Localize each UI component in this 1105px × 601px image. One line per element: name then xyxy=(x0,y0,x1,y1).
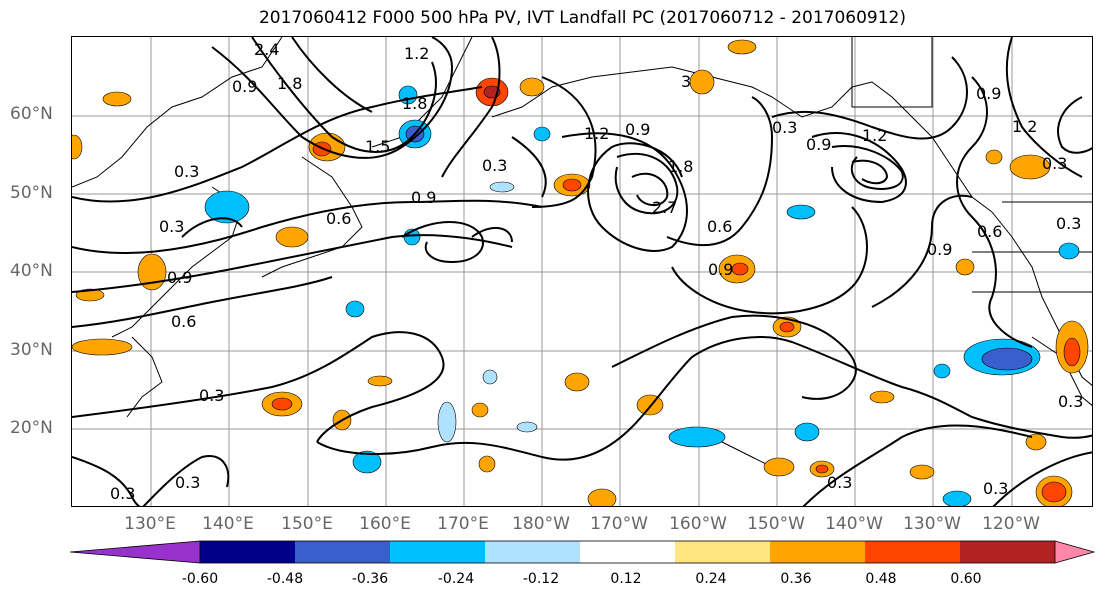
colorbar-segment xyxy=(770,541,866,563)
pv-anomaly-fills-negative xyxy=(204,85,1080,506)
pv-contours xyxy=(72,37,1092,506)
latitude-label: 40°N xyxy=(10,261,53,281)
colorbar-segment xyxy=(200,541,296,563)
contour-label: 0.3 xyxy=(175,473,200,492)
colorbar-segment xyxy=(960,541,1056,563)
contour-label: 1.8 xyxy=(668,157,693,176)
contour-label: 1.2 xyxy=(404,44,429,63)
contour-label: 0.3 xyxy=(482,156,507,175)
contour-label: 0.3 xyxy=(1042,154,1067,173)
colorbar-tick-label: -0.12 xyxy=(522,571,560,587)
contour-label: 1.8 xyxy=(277,74,302,93)
contour-label: 0.6 xyxy=(326,209,351,228)
contour-label: 0.9 xyxy=(167,268,192,287)
contour-label: 0.6 xyxy=(977,222,1002,241)
colorbar-segment xyxy=(390,541,486,563)
colorbar-extend-max xyxy=(1055,541,1094,563)
longitude-label: 180°W xyxy=(512,514,570,534)
contour-label: 0.3 xyxy=(110,484,135,503)
latitude-label: 30°N xyxy=(10,340,53,360)
map-title: 2017060412 F000 500 hPa PV, IVT Landfall… xyxy=(258,8,906,28)
contour-label: 0.9 xyxy=(411,188,436,207)
map-panel: 2.4 1.8 0.9 1.2 1.8 1.5 0.3 0.3 0.9 0.6 … xyxy=(71,36,1093,507)
colorbar-tick-label: 0.60 xyxy=(950,571,982,587)
contour-label: 1.8 xyxy=(402,94,427,113)
longitude-label: 150°E xyxy=(281,514,333,534)
longitude-label: 160°W xyxy=(669,514,727,534)
longitude-label: 170°E xyxy=(437,514,489,534)
contour-label: 2.4 xyxy=(254,40,279,59)
colorbar-tick-label: -0.60 xyxy=(181,571,219,587)
colorbar-tick-label: -0.48 xyxy=(266,571,304,587)
colorbar-tick-label: 0.48 xyxy=(865,571,897,587)
contour-label: 0.9 xyxy=(232,77,257,96)
longitude-label: 170°W xyxy=(590,514,648,534)
longitude-label: 150°W xyxy=(747,514,805,534)
latitude-label: 60°N xyxy=(10,104,53,124)
contour-label: 1.2 xyxy=(1012,117,1037,136)
longitude-label: 160°E xyxy=(359,514,411,534)
colorbar-segment xyxy=(485,541,581,563)
contour-label: 0.3 xyxy=(827,473,852,492)
contour-label: 0.9 xyxy=(625,120,650,139)
contour-label: 2.7 xyxy=(652,198,677,217)
contour-label: 0.9 xyxy=(976,84,1001,103)
contour-label: 0.9 xyxy=(806,135,831,154)
map-canvas: 2.4 1.8 0.9 1.2 1.8 1.5 0.3 0.3 0.9 0.6 … xyxy=(72,37,1092,506)
colorbar-segment xyxy=(295,541,391,563)
contour-label: 0.6 xyxy=(171,312,196,331)
longitude-label: 130°E xyxy=(124,514,176,534)
colorbar-extend-min xyxy=(70,541,200,563)
longitude-label: 130°W xyxy=(903,514,961,534)
contour-label-layer: 2.4 1.8 0.9 1.2 1.8 1.5 0.3 0.3 0.9 0.6 … xyxy=(110,40,1083,503)
contour-label: 1.2 xyxy=(862,126,887,145)
contour-label: 1.2 xyxy=(584,124,609,143)
latitude-label: 50°N xyxy=(10,183,53,203)
contour-label: 3 xyxy=(681,72,691,91)
contour-label: 0.3 xyxy=(983,479,1008,498)
contour-label: 0.6 xyxy=(707,217,732,236)
colorbar-tick-label: 0.24 xyxy=(695,571,727,587)
longitude-label: 120°W xyxy=(982,514,1040,534)
colorbar-tick-label: -0.36 xyxy=(351,571,389,587)
latitude-label: 20°N xyxy=(10,418,53,438)
pv-anomaly-fills xyxy=(72,39,1089,506)
contour-label: 0.3 xyxy=(772,118,797,137)
colorbar-segments xyxy=(70,541,1094,563)
colorbar-segment xyxy=(580,541,676,563)
contour-label: 0.3 xyxy=(1058,392,1083,411)
contour-label: 0.3 xyxy=(159,217,184,236)
contour-label: 0.9 xyxy=(708,260,733,279)
colorbar xyxy=(70,540,1095,564)
colorbar-tick-label: -0.24 xyxy=(437,571,475,587)
longitude-label: 140°E xyxy=(202,514,254,534)
colorbar-segment xyxy=(675,541,771,563)
colorbar-segment xyxy=(865,541,961,563)
longitude-label: 140°W xyxy=(825,514,883,534)
contour-label: 0.3 xyxy=(199,386,224,405)
contour-label: 0.9 xyxy=(927,240,952,259)
contour-label: 0.3 xyxy=(1056,214,1081,233)
colorbar-tick-label: 0.36 xyxy=(780,571,812,587)
contour-label: 1.5 xyxy=(365,137,390,156)
contour-label: 0.3 xyxy=(174,162,199,181)
colorbar-tick-label: 0.12 xyxy=(610,571,642,587)
